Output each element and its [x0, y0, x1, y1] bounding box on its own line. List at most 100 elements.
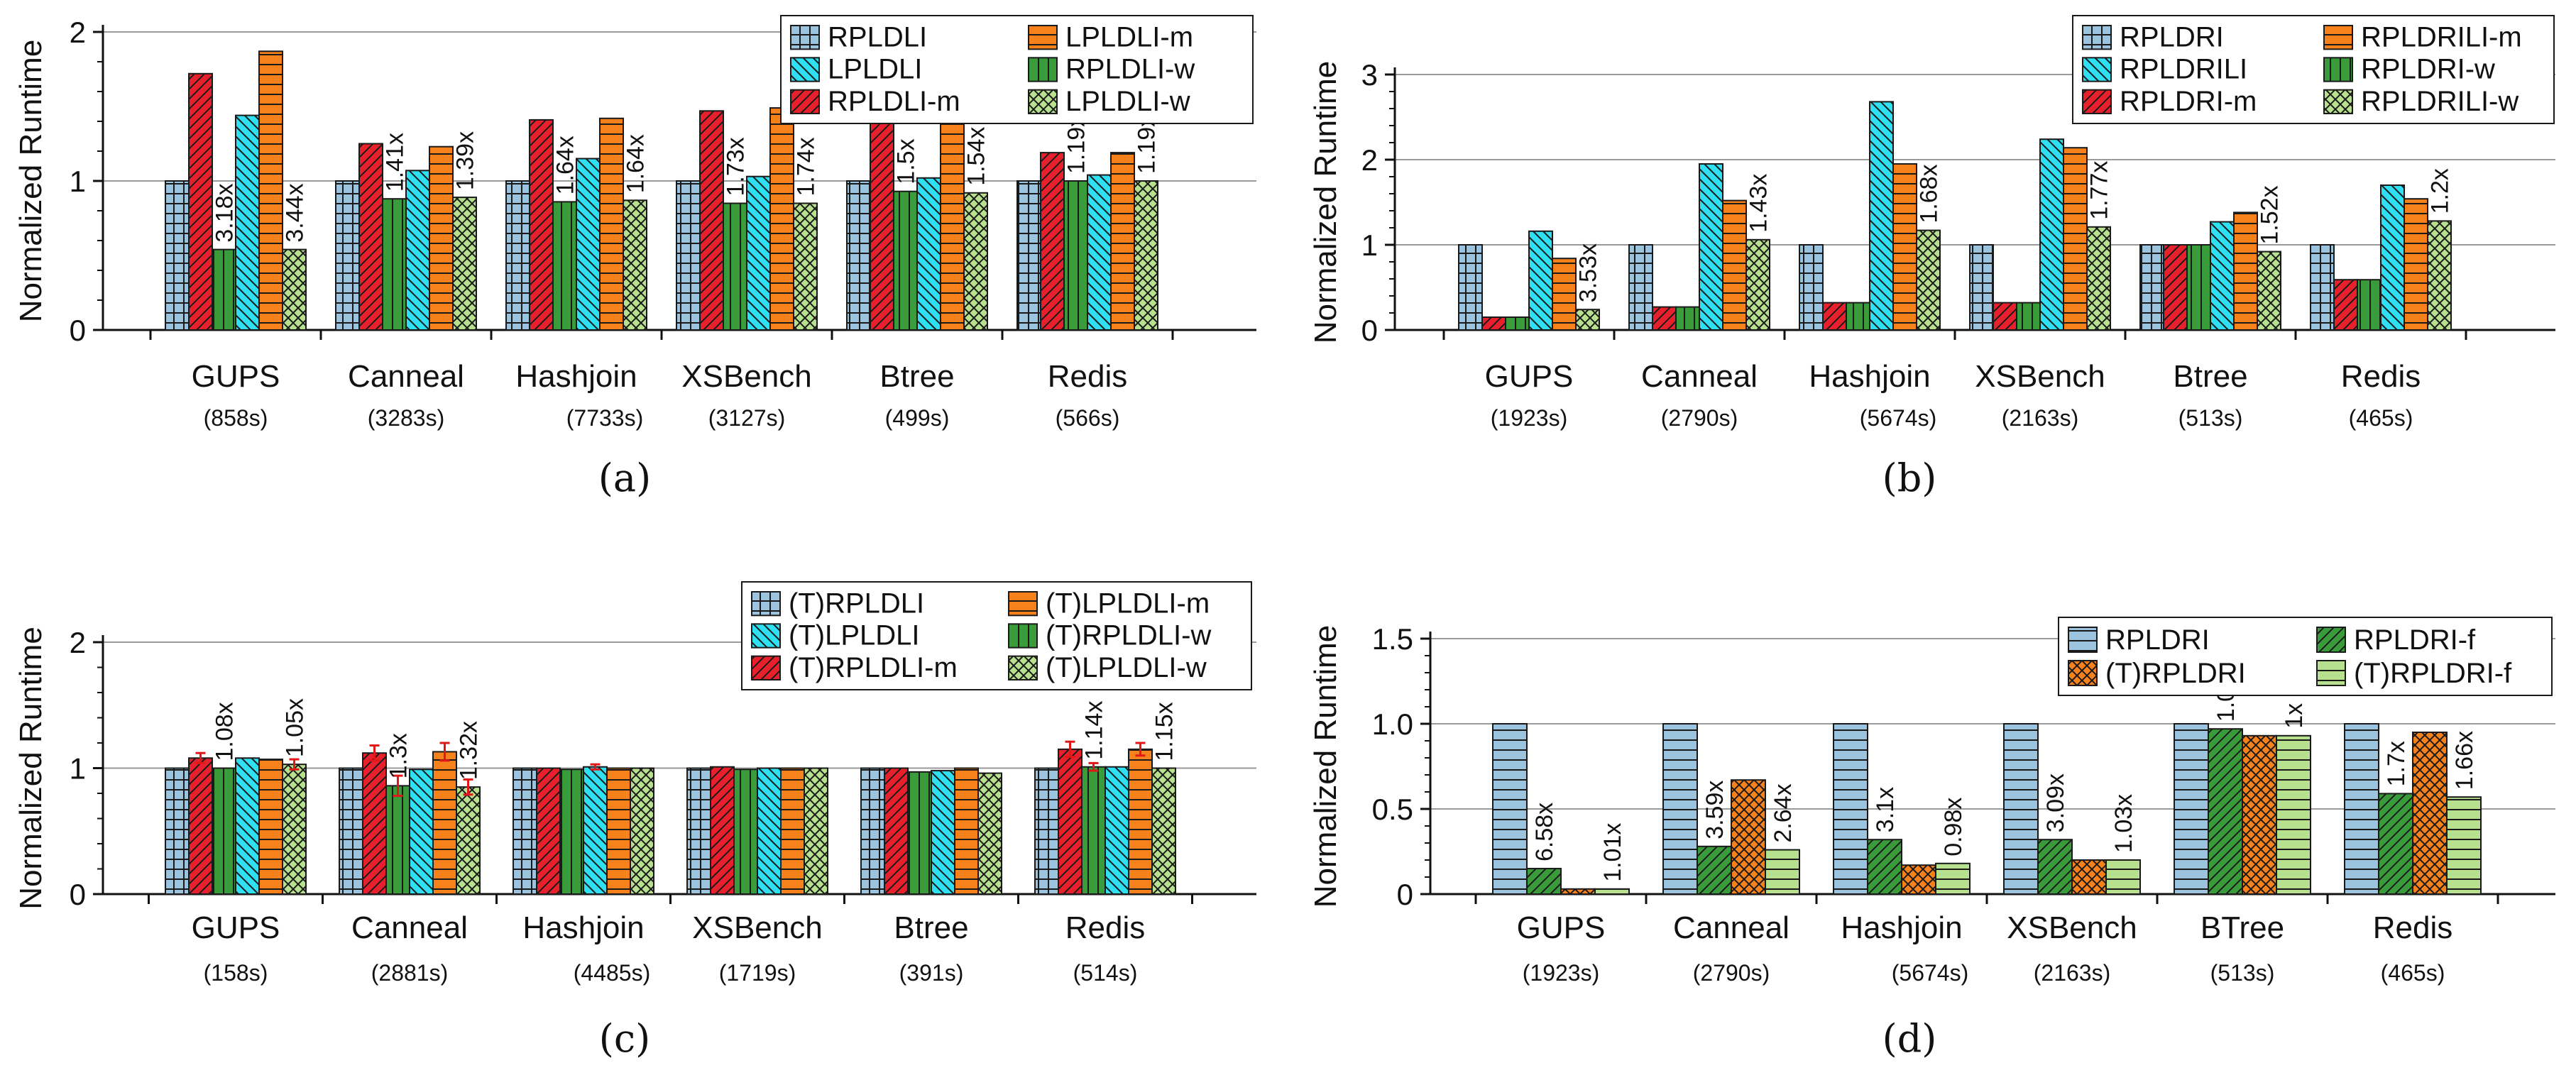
bar-xsbench-rpldrili-m: [2063, 147, 2088, 331]
bar-canneal-rpldri: [1662, 723, 1698, 895]
chart-c: 0 1 2 GUPS (158s) Canneal (2881s) Hashjoin (4485…: [13, 581, 1256, 1061]
bar-xsbench-rpldri: [1969, 244, 1994, 331]
bar-redis-tlpldli-w: [1151, 767, 1176, 895]
speedup-label: 1.05x: [282, 698, 309, 757]
x-tick-label: GUPS: [192, 359, 280, 394]
bar-redis-tlpldli-m: [1128, 748, 1153, 895]
x-tick-label: Redis: [2341, 359, 2421, 394]
legend-swatch: [1028, 25, 1058, 50]
bar-hashjoin-rpldli-w: [552, 201, 577, 331]
bar-hashjoin-rpldri-f: [1867, 839, 1902, 895]
bar-btree-rpldri-f: [2208, 728, 2243, 895]
plot-area-d: 0 0.5 1.0 1.5 GUPS (1923s) Canneal (2790s) Hashj…: [1372, 622, 2555, 986]
y-tick-label: 2: [70, 16, 86, 49]
bar-gups-rpldri-f: [1526, 868, 1562, 895]
bar-canneal-rpldrili-w: [1745, 238, 1770, 331]
legend-entry: (T)RPLDRI-f: [2354, 658, 2512, 689]
speedup-label: 1.19x: [1134, 115, 1161, 174]
bar-btree-tlpldli-w: [977, 772, 1002, 895]
bar-gups-rpldri-w: [1505, 316, 1530, 331]
x-tick-label: Btree: [2173, 359, 2247, 394]
x-sub-label: (465s): [2349, 405, 2413, 431]
bar-canneal-rpldli-w: [382, 198, 407, 331]
speedup-label: 1.66x: [2451, 731, 2478, 790]
bar-canneal-rpldrili: [1699, 163, 1723, 331]
x-tick-label: Hashjoin: [522, 910, 644, 945]
speedup-label: 1.39x: [452, 131, 479, 190]
bar-gups-trpldri-f: [1594, 888, 1630, 896]
bar-canneal-rpldrili-m: [1722, 199, 1747, 331]
y-axis-label-b: Normalized Runtime: [1308, 61, 1343, 344]
bar-btree-rpldri-m: [2163, 244, 2188, 331]
bar-redis-trpldli: [1034, 767, 1059, 895]
y-tick-label: 0: [70, 878, 86, 911]
speedup-label: 0.98x: [1940, 798, 1967, 856]
bar-btree-lpldli-m: [940, 117, 965, 331]
bar-hashjoin-lpldli: [576, 158, 601, 331]
bar-xsbench-tlpldli-m: [780, 767, 805, 895]
legend-entry: LPLDLI-w: [1065, 86, 1190, 117]
legend-swatch: [790, 89, 820, 114]
x-sub-label: (391s): [899, 960, 964, 986]
bar-redis-rpldrili-w: [2427, 220, 2452, 331]
x-tick-label: Hashjoin: [1841, 910, 1962, 945]
x-sub-label: (1719s): [719, 960, 796, 986]
bar-canneal-tlpldli-w: [456, 786, 481, 895]
plot-area-b: 0 1 2 3 GUPS (1923s) Canneal (2790s) Hashjoin (56…: [1361, 58, 2555, 431]
speedup-label: 1.64x: [623, 134, 650, 193]
bar-canneal-trpldli-w: [385, 785, 410, 895]
bar-redis-trpldli-w: [1081, 766, 1106, 895]
caption-c: (c): [599, 1016, 650, 1061]
y-tick-label: 2: [1361, 143, 1378, 177]
x-tick-label: GUPS: [1517, 910, 1606, 945]
x-sub-label: (2790s): [1661, 405, 1738, 431]
bar-canneal-rpldri-w: [1675, 306, 1700, 331]
y-axis-label-a: Normalized Runtime: [13, 40, 48, 323]
bar-xsbench-rpldrili-w: [2086, 226, 2111, 331]
bar-btree-trpldri-f: [2276, 734, 2311, 896]
bar-gups-trpldri: [1560, 888, 1596, 896]
legend-entry: RPLDRILI-m: [2361, 21, 2522, 53]
bar-redis-rpldri-m: [2333, 279, 2358, 331]
bar-hashjoin-trpldli-w: [559, 768, 584, 896]
bar-gups-rpldrili: [1528, 230, 1553, 331]
bar-gups-tlpldli-m: [258, 759, 283, 895]
speedup-label: 3.44x: [282, 183, 309, 242]
bar-canneal-rpldri-f: [1697, 845, 1732, 896]
bar-btree-rpldrili-w: [2257, 250, 2281, 331]
legend-swatch: [1028, 57, 1058, 82]
x-tick-label: Redis: [1048, 359, 1128, 394]
bar-canneal-trpldli: [339, 767, 363, 895]
legend-entry: RPLDRI: [2120, 21, 2224, 53]
legend-swatch: [2323, 25, 2353, 50]
bar-xsbench-trpldri: [2071, 859, 2107, 895]
x-sub-label: (158s): [204, 960, 268, 986]
bar-xsbench-rpldri: [2003, 723, 2039, 895]
speedup-label: 1.3x: [385, 733, 412, 778]
legend-entry: LPLDLI-m: [1065, 21, 1193, 53]
speedup-label: 1x: [2281, 703, 2308, 729]
x-tick-label: XSBench: [692, 910, 822, 945]
bar-canneal-tlpldli: [409, 768, 434, 896]
legend-c: (T)RPLDLI(T)LPLDLI(T)RPLDLI-m (T)LPLDLI-m…: [741, 581, 1252, 690]
chart-b: 0 1 2 3 GUPS (1923s) Canneal (2790s) Hashjoin (56…: [1308, 15, 2555, 500]
chart-a: 0 1 2 GUPS (858s) Canneal (3283s) Hashjoin (7733…: [13, 15, 1256, 500]
bar-redis-rpldrili-m: [2404, 198, 2428, 331]
speedup-label: 3.1x: [1872, 787, 1899, 832]
bar-xsbench-rpldri-m: [1993, 302, 2017, 331]
x-sub-label: (2881s): [371, 960, 449, 986]
bar-canneal-rpldri-m: [1652, 306, 1677, 331]
bar-xsbench-lpldli-m: [769, 107, 794, 331]
speedup-label: 1.7x: [2383, 741, 2410, 786]
x-sub-label: (5674s): [1892, 960, 1969, 986]
legend-entry: RPLDRILI-w: [2361, 86, 2519, 117]
bar-hashjoin-rpldli: [505, 180, 530, 331]
speedup-label: 6.58x: [1531, 803, 1558, 861]
bar-btree-rpldrili: [2210, 221, 2235, 331]
x-tick-label: GUPS: [1485, 359, 1574, 394]
speedup-label: 2.64x: [1770, 783, 1797, 842]
bar-canneal-lpldli: [405, 170, 430, 331]
legend-entry: (T)LPLDLI-w: [1046, 652, 1207, 683]
bar-btree-trpldri: [2242, 734, 2277, 896]
